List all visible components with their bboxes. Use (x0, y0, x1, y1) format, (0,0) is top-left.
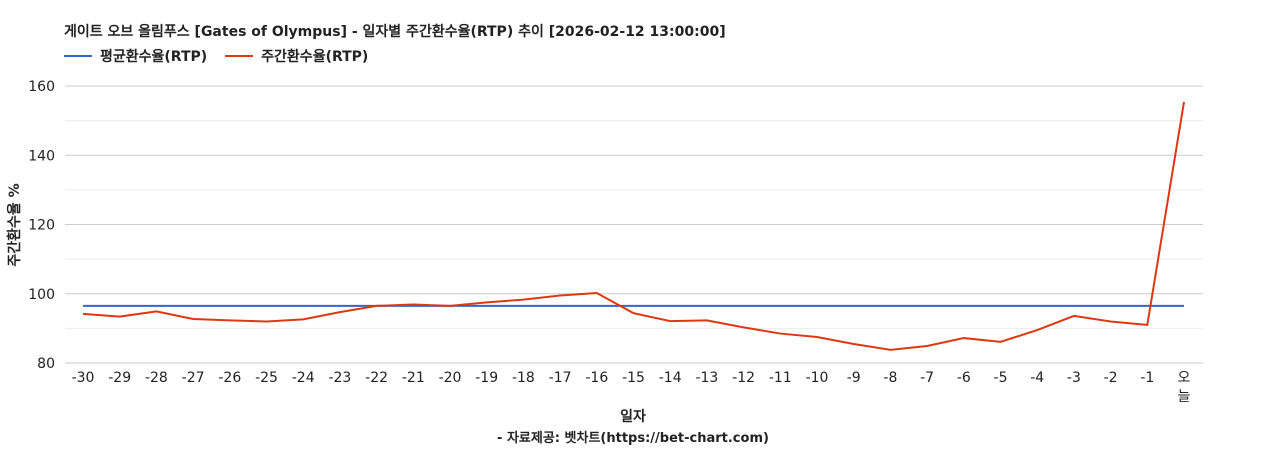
x-tick-label: -4 (1030, 370, 1044, 386)
x-tick-label: -28 (145, 370, 168, 386)
legend-item-weekly[interactable]: 주간환수율(RTP) (225, 46, 368, 66)
x-tick-label: -25 (255, 370, 278, 386)
y-axis-label: 주간환수율 % (6, 183, 23, 266)
x-axis-label: 일자 (620, 409, 646, 425)
source-note: - 자료제공: 벳차트(https://bet-chart.com) (497, 430, 769, 446)
x-tick-label: -8 (883, 370, 897, 386)
x-tick-label: -20 (439, 370, 462, 386)
x-tick-label: 늘 (1178, 389, 1191, 405)
x-tick-label: -29 (108, 370, 131, 386)
y-tick-label: 140 (28, 148, 55, 164)
legend-label-average: 평균환수율(RTP) (100, 49, 208, 65)
x-tick-label: -3 (1067, 370, 1081, 386)
x-tick-label: -15 (622, 370, 645, 386)
x-tick-label: -22 (365, 370, 388, 386)
x-tick-label: -23 (328, 370, 351, 386)
x-tick-label: -14 (659, 370, 682, 386)
x-tick-label: -6 (957, 370, 971, 386)
x-tick-label: -7 (920, 370, 934, 386)
x-tick-label: -21 (402, 370, 425, 386)
x-tick-label: -27 (182, 370, 205, 386)
legend-swatch-average (64, 55, 92, 57)
legend: 평균환수율(RTP) 주간환수율(RTP) (64, 46, 368, 66)
x-tick-label: -10 (806, 370, 829, 386)
x-tick-label: -30 (72, 370, 95, 386)
x-tick-label: -18 (512, 370, 535, 386)
y-tick-label: 160 (28, 79, 55, 95)
x-tick-label: -24 (292, 370, 315, 386)
y-tick-label: 120 (28, 218, 55, 234)
x-tick-label: -9 (847, 370, 861, 386)
x-tick-label: -11 (769, 370, 792, 386)
x-tick-label: -1 (1140, 370, 1154, 386)
y-tick-label: 80 (37, 356, 55, 372)
legend-item-average[interactable]: 평균환수율(RTP) (64, 46, 207, 66)
x-tick-label: -5 (994, 370, 1008, 386)
legend-label-weekly: 주간환수율(RTP) (261, 49, 369, 65)
x-tick-label: -13 (695, 370, 718, 386)
x-tick-label: -12 (732, 370, 755, 386)
chart-title: 게이트 오브 올림푸스 [Gates of Olympus] - 일자별 주간환… (64, 24, 726, 40)
legend-swatch-weekly (225, 55, 254, 57)
weekly-rtp-line (82, 101, 1185, 351)
y-tick-label: 100 (28, 287, 55, 303)
x-tick-label: -2 (1104, 370, 1118, 386)
x-tick-label: -26 (218, 370, 241, 386)
x-tick-label: -19 (475, 370, 498, 386)
x-tick-label: -16 (585, 370, 608, 386)
x-tick-label: -17 (549, 370, 572, 386)
x-tick-label: 오 (1178, 370, 1191, 386)
